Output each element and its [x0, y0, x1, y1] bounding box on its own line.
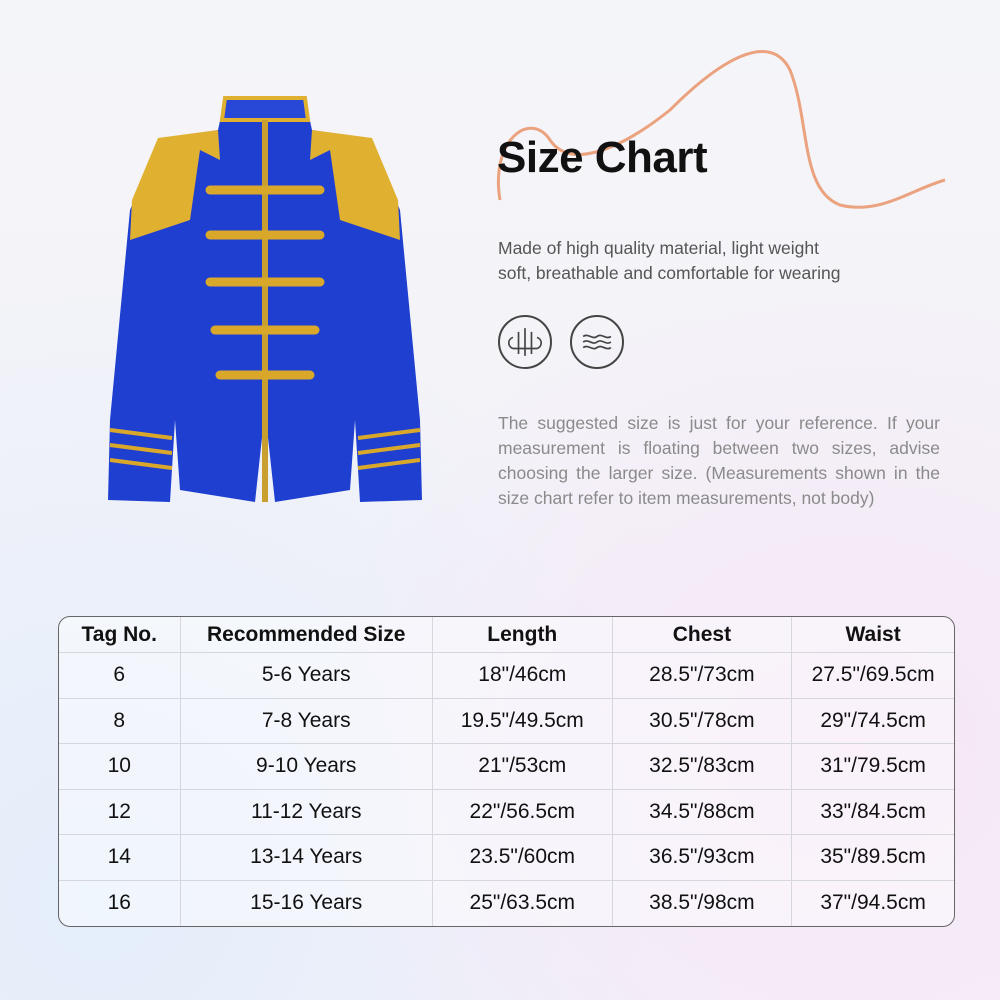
table-cell: 31"/79.5cm — [792, 744, 954, 790]
table-cell: 28.5"/73cm — [612, 653, 793, 699]
column-header: Waist — [792, 617, 954, 653]
table-cell: 9-10 Years — [180, 744, 433, 790]
table-cell: 14 — [59, 835, 181, 881]
table-cell: 11-12 Years — [180, 789, 433, 835]
table-row: 6 5-6 Years 18"/46cm 28.5"/73cm 27.5"/69.5cm — [59, 653, 954, 699]
column-header: Length — [432, 617, 613, 653]
table-cell: 30.5"/78cm — [612, 698, 793, 744]
column-header: Chest — [612, 617, 793, 653]
table-cell: 36.5"/93cm — [612, 835, 793, 881]
table-cell: 22"/56.5cm — [432, 789, 613, 835]
page-title: Size Chart — [497, 133, 708, 182]
column-header: Recommended Size — [180, 617, 433, 653]
description-line: Made of high quality material, light wei… — [498, 238, 820, 258]
soft-wave-icon — [570, 315, 624, 369]
table-cell: 23.5"/60cm — [432, 835, 613, 881]
table-cell: 7-8 Years — [180, 698, 433, 744]
table-cell: 34.5"/88cm — [612, 789, 793, 835]
table-row: 8 7-8 Years 19.5"/49.5cm 30.5"/78cm 29"/74.5… — [59, 698, 954, 744]
table-row: 16 15-16 Years 25"/63.5cm 38.5"/98cm 37"/94.… — [59, 880, 954, 926]
table-row: 14 13-14 Years 23.5"/60cm 36.5"/93cm 35"/89.… — [59, 835, 954, 881]
column-header: Tag No. — [59, 617, 181, 653]
table-cell: 25"/63.5cm — [433, 880, 613, 926]
description-line: soft, breathable and comfortable for wea… — [498, 263, 841, 283]
table-cell: 37"/94.5cm — [820, 891, 926, 915]
description: Made of high quality material, light wei… — [498, 236, 898, 286]
decorative-squiggle — [497, 50, 946, 209]
table-cell: 16 — [59, 880, 181, 926]
table-cell: 29"/74.5cm — [792, 699, 954, 744]
table-cell: 19.5"/49.5cm — [432, 698, 613, 744]
table-header: Tag No. Recommended Size Length Chest Waist — [59, 617, 954, 653]
table-cell: 21"/53cm — [432, 744, 613, 790]
breathable-fabric-icon — [498, 315, 552, 369]
table-cell: 32.5"/83cm — [612, 744, 793, 790]
table-cell: 13-14 Years — [180, 835, 433, 881]
table-row: 12 11-12 Years 22"/56.5cm 34.5"/88cm 33"/84.… — [59, 789, 954, 835]
table-cell: 10 — [59, 744, 181, 790]
table-cell: 5-6 Years — [180, 653, 433, 699]
size-note: The suggested size is just for your refe… — [498, 413, 940, 508]
table-cell: 27.5"/69.5cm — [792, 653, 954, 699]
size-table: Tag No. Recommended Size Length Chest Waist … — [58, 616, 955, 927]
table-cell: 8 — [59, 698, 181, 744]
table-cell: 18"/46cm — [432, 653, 613, 699]
table-cell: 6 — [59, 653, 181, 699]
table-cell: 12 — [59, 789, 181, 835]
table-cell: 35"/89.5cm — [792, 835, 954, 881]
table-cell: 38.5"/98cm — [613, 880, 793, 926]
table-cell: 15-16 Years — [181, 880, 433, 926]
jacket-product-image — [108, 96, 422, 502]
table-cell: 33"/84.5cm — [792, 790, 954, 835]
table-row: 10 9-10 Years 21"/53cm 32.5"/83cm 31"/79.5cm — [59, 744, 954, 790]
